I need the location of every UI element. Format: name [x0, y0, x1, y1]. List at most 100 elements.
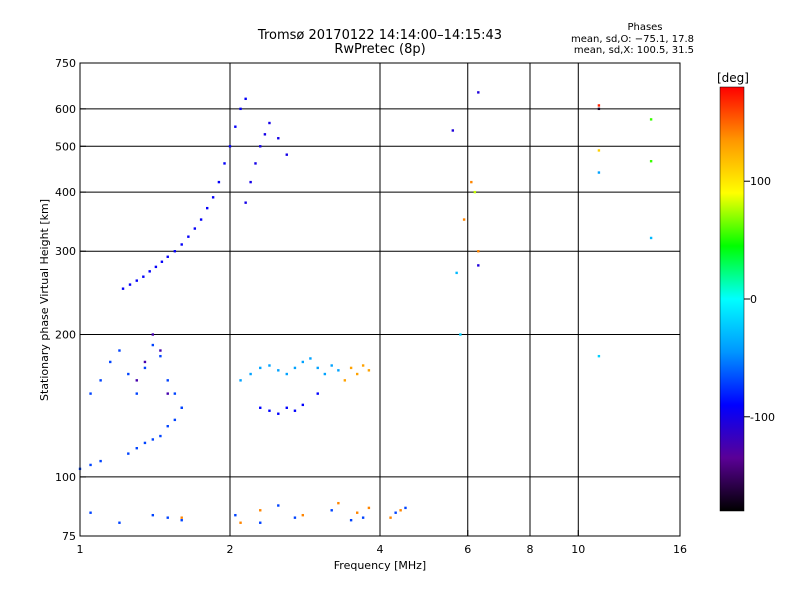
- y-tick-label: 500: [55, 140, 76, 153]
- data-point: [151, 438, 155, 441]
- data-point: [367, 506, 371, 510]
- data-point: [143, 366, 147, 370]
- data-point: [239, 379, 242, 382]
- data-point: [173, 418, 177, 422]
- data-point: [459, 333, 462, 336]
- data-point: [597, 354, 601, 358]
- data-point: [118, 521, 121, 524]
- colorbar-tick-label: 100: [750, 175, 771, 188]
- data-point: [462, 218, 466, 221]
- y-axis-label: Stationary phase Virtual Height [km]: [38, 199, 51, 401]
- data-point: [135, 279, 138, 282]
- data-point: [309, 357, 312, 360]
- data-point: [394, 511, 397, 514]
- data-point: [263, 133, 267, 136]
- data-point: [166, 379, 169, 382]
- data-point: [268, 409, 271, 412]
- data-point: [285, 372, 288, 376]
- colorbar: [719, 86, 745, 512]
- colorbar-label: [deg]: [717, 71, 749, 85]
- data-point: [367, 369, 371, 372]
- data-point: [301, 403, 305, 407]
- scatter-points: [78, 91, 653, 524]
- data-point: [159, 434, 162, 438]
- stats-line-o: mean, sd,O: −75.1, 17.8: [571, 34, 694, 45]
- data-point: [187, 235, 190, 238]
- data-point: [244, 201, 247, 204]
- data-point: [349, 518, 353, 522]
- data-point: [470, 180, 473, 184]
- data-point: [135, 392, 138, 395]
- data-point: [404, 506, 407, 510]
- x-tick-label: 16: [673, 543, 687, 556]
- data-point: [143, 441, 147, 445]
- data-point: [173, 392, 177, 395]
- colorbar-tick-label: -100: [750, 411, 775, 424]
- data-point: [649, 159, 653, 163]
- data-point: [228, 145, 232, 148]
- stats-heading: Phases: [627, 22, 662, 33]
- data-point: [477, 264, 480, 267]
- data-point: [89, 511, 92, 514]
- data-point: [268, 121, 271, 125]
- data-point: [205, 206, 209, 210]
- x-axis: 1 2 4 6 8 10 16: [77, 530, 687, 556]
- data-point: [330, 509, 333, 512]
- data-point: [180, 243, 183, 246]
- data-point: [217, 180, 221, 184]
- data-point: [249, 180, 252, 184]
- data-point: [166, 255, 169, 258]
- data-point: [180, 516, 183, 519]
- data-point: [234, 513, 237, 517]
- data-point: [285, 153, 288, 156]
- data-point: [355, 511, 359, 514]
- data-point: [135, 379, 138, 382]
- data-point: [159, 349, 162, 352]
- data-point: [259, 509, 262, 512]
- data-point: [166, 424, 169, 428]
- data-point: [154, 265, 158, 269]
- x-tick-label: 4: [377, 543, 384, 556]
- data-point: [268, 364, 271, 367]
- data-point: [99, 459, 102, 463]
- data-point: [285, 406, 288, 409]
- y-axis: 75 100 200 300 400 500 600 750: [55, 57, 86, 543]
- data-point: [361, 516, 365, 519]
- data-point: [343, 379, 347, 382]
- data-point: [244, 97, 247, 101]
- data-point: [128, 283, 132, 286]
- data-point: [389, 516, 392, 519]
- data-point: [180, 518, 183, 522]
- data-point: [118, 349, 121, 352]
- x-tick-label: 6: [464, 543, 471, 556]
- data-point: [254, 162, 257, 165]
- data-point: [477, 250, 480, 253]
- data-point: [148, 270, 151, 273]
- data-point: [301, 513, 305, 517]
- y-tick-label: 600: [55, 103, 76, 116]
- data-point: [316, 366, 319, 370]
- x-tick-label: 10: [571, 543, 585, 556]
- data-point: [597, 107, 601, 111]
- data-point: [166, 516, 169, 519]
- data-point: [293, 516, 297, 519]
- data-point: [239, 521, 242, 524]
- colorbar-tick-label: 0: [750, 293, 757, 306]
- data-point: [99, 379, 102, 382]
- data-point: [277, 137, 280, 140]
- data-point: [451, 129, 455, 132]
- colorbar-ticks: -100 0 100: [744, 175, 775, 424]
- data-point: [199, 218, 203, 221]
- data-point: [159, 354, 162, 358]
- x-tick-label: 2: [227, 543, 234, 556]
- data-point: [301, 360, 305, 364]
- data-point: [649, 118, 653, 121]
- data-point: [135, 446, 138, 450]
- y-tick-label: 750: [55, 57, 76, 70]
- y-tick-label: 75: [62, 530, 76, 543]
- x-axis-label: Frequency [MHz]: [334, 559, 426, 572]
- grid-lines: [80, 63, 680, 536]
- data-point: [337, 369, 340, 372]
- data-point: [355, 372, 359, 376]
- data-point: [349, 366, 353, 370]
